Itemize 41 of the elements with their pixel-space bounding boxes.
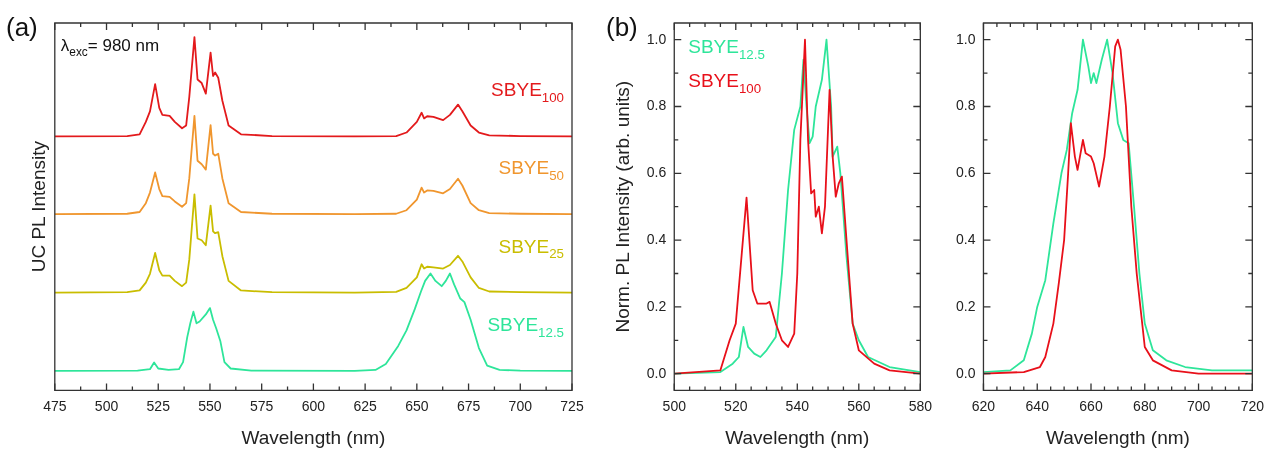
x-tick-label: 680 xyxy=(1133,397,1157,414)
y-tick-label: 0.8 xyxy=(955,97,976,114)
x-tick-label: 625 xyxy=(353,397,378,414)
y-tick-label: 0.2 xyxy=(955,297,976,314)
x-axis-title: Wavelength (nm) xyxy=(725,426,870,448)
x-tick-label: 540 xyxy=(785,397,810,414)
x-tick-label: 700 xyxy=(1186,397,1211,414)
y-tick-label: 0.0 xyxy=(955,364,976,381)
y-axis-title: UC PL Intensity xyxy=(27,140,49,273)
x-tick-label: 500 xyxy=(94,397,119,414)
y-tick-label: 0.0 xyxy=(646,364,667,381)
x-tick-label: 550 xyxy=(198,397,222,414)
y-tick-label: 1.0 xyxy=(955,30,976,47)
y-tick-label: 0.8 xyxy=(646,97,667,114)
x-tick-label: 660 xyxy=(1079,397,1103,414)
x-tick-label: 700 xyxy=(508,397,533,414)
x-tick-label: 725 xyxy=(560,397,584,414)
x-axis-title: Wavelength (nm) xyxy=(1045,426,1190,448)
y-tick-label: 0.4 xyxy=(646,230,667,247)
x-tick-label: 560 xyxy=(847,397,871,414)
y-tick-label: 0.6 xyxy=(646,164,667,181)
y-tick-label: 0.4 xyxy=(955,230,976,247)
x-tick-label: 525 xyxy=(146,397,171,414)
x-tick-label: 720 xyxy=(1240,397,1265,414)
x-tick-label: 520 xyxy=(724,397,748,414)
x-tick-label: 620 xyxy=(971,397,996,414)
x-axis-title: Wavelength (nm) xyxy=(241,426,386,448)
y-tick-label: 1.0 xyxy=(646,30,667,47)
x-tick-label: 500 xyxy=(662,397,687,414)
y-axis-title: Norm. PL Intensity (arb. units) xyxy=(611,80,633,333)
x-tick-label: 675 xyxy=(456,397,481,414)
x-tick-label: 650 xyxy=(405,397,429,414)
x-tick-label: 580 xyxy=(908,397,933,414)
y-tick-label: 0.2 xyxy=(646,297,667,314)
chart-title: (b) xyxy=(606,12,638,42)
x-tick-label: 475 xyxy=(43,397,67,414)
x-tick-label: 640 xyxy=(1025,397,1050,414)
y-tick-label: 0.6 xyxy=(955,164,976,181)
chart-title: (a) xyxy=(6,12,38,42)
x-tick-label: 600 xyxy=(301,397,326,414)
x-tick-label: 575 xyxy=(250,397,274,414)
